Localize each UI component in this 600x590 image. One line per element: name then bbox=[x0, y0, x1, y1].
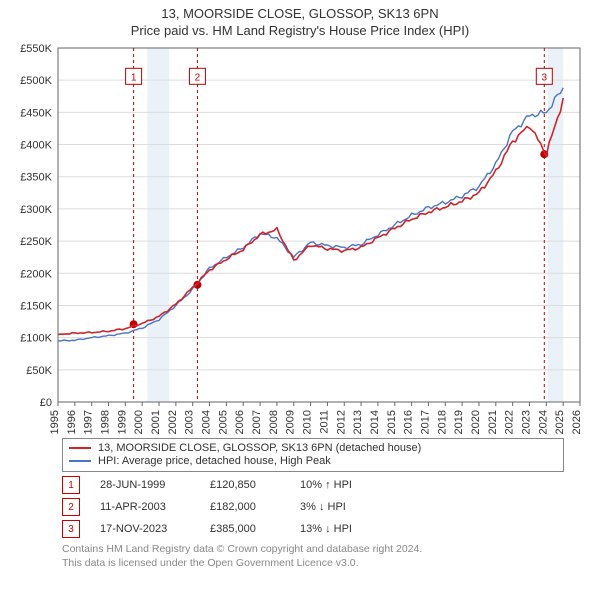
sale-diff: 13% ↓ HPI bbox=[300, 523, 420, 535]
chart-title: 13, MOORSIDE CLOSE, GLOSSOP, SK13 6PN bbox=[0, 6, 600, 21]
legend-label: HPI: Average price, detached house, High… bbox=[98, 455, 331, 467]
svg-text:1: 1 bbox=[131, 72, 137, 83]
svg-text:2021: 2021 bbox=[487, 410, 499, 434]
line-chart: £0£50K£100K£150K£200K£250K£300K£350K£400… bbox=[58, 42, 580, 432]
svg-text:£400K: £400K bbox=[20, 140, 52, 152]
legend: 13, MOORSIDE CLOSE, GLOSSOP, SK13 6PN (d… bbox=[62, 438, 564, 472]
sale-marker: 1 bbox=[62, 476, 80, 494]
footnote: Contains HM Land Registry data © Crown c… bbox=[62, 542, 564, 570]
svg-text:2: 2 bbox=[195, 72, 201, 83]
footnote-line-1: Contains HM Land Registry data © Crown c… bbox=[62, 542, 564, 556]
svg-text:2016: 2016 bbox=[403, 410, 415, 434]
footnote-line-2: This data is licensed under the Open Gov… bbox=[62, 556, 564, 570]
svg-text:2022: 2022 bbox=[504, 410, 516, 434]
svg-text:2010: 2010 bbox=[302, 410, 314, 434]
chart-page: { "titles": { "main": "13, MOORSIDE CLOS… bbox=[0, 0, 600, 590]
sale-row: 2 11-APR-2003£182,0003% ↓ HPI bbox=[62, 498, 564, 516]
svg-text:£550K: £550K bbox=[20, 43, 52, 55]
sale-marker: 2 bbox=[62, 498, 80, 516]
legend-item: HPI: Average price, detached house, High… bbox=[69, 455, 557, 467]
svg-text:2020: 2020 bbox=[470, 410, 482, 434]
chart-area: £0£50K£100K£150K£200K£250K£300K£350K£400… bbox=[58, 42, 580, 432]
sale-price: £385,000 bbox=[210, 523, 300, 535]
sale-diff: 3% ↓ HPI bbox=[300, 501, 420, 513]
sale-marker: 3 bbox=[62, 520, 80, 538]
legend-swatch bbox=[69, 460, 91, 462]
svg-text:£0: £0 bbox=[40, 397, 52, 409]
svg-text:£500K: £500K bbox=[20, 75, 52, 87]
legend-label: 13, MOORSIDE CLOSE, GLOSSOP, SK13 6PN (d… bbox=[98, 442, 421, 454]
svg-text:£200K: £200K bbox=[20, 268, 52, 280]
svg-text:2005: 2005 bbox=[217, 410, 229, 434]
legend-item: 13, MOORSIDE CLOSE, GLOSSOP, SK13 6PN (d… bbox=[69, 442, 557, 454]
sale-diff: 10% ↑ HPI bbox=[300, 479, 420, 491]
svg-text:£350K: £350K bbox=[20, 172, 52, 184]
svg-text:2014: 2014 bbox=[369, 410, 381, 434]
svg-text:2001: 2001 bbox=[150, 410, 162, 434]
svg-text:2006: 2006 bbox=[234, 410, 246, 434]
svg-text:1996: 1996 bbox=[66, 410, 78, 434]
sale-row: 3 17-NOV-2023£385,00013% ↓ HPI bbox=[62, 520, 564, 538]
chart-subtitle: Price paid vs. HM Land Registry's House … bbox=[0, 23, 600, 38]
sales-table: 1 28-JUN-1999£120,85010% ↑ HPI 2 11-APR-200… bbox=[62, 476, 564, 538]
svg-text:2018: 2018 bbox=[436, 410, 448, 434]
svg-text:2008: 2008 bbox=[268, 410, 280, 434]
svg-text:£50K: £50K bbox=[26, 365, 52, 377]
svg-text:2000: 2000 bbox=[133, 410, 145, 434]
svg-text:1995: 1995 bbox=[49, 410, 61, 434]
svg-text:£100K: £100K bbox=[20, 333, 52, 345]
svg-text:2025: 2025 bbox=[554, 410, 566, 434]
sale-row: 1 28-JUN-1999£120,85010% ↑ HPI bbox=[62, 476, 564, 494]
svg-text:2023: 2023 bbox=[520, 410, 532, 434]
svg-text:2007: 2007 bbox=[251, 410, 263, 434]
svg-text:3: 3 bbox=[542, 72, 548, 83]
svg-text:2012: 2012 bbox=[335, 410, 347, 434]
svg-text:2015: 2015 bbox=[386, 410, 398, 434]
sale-date: 11-APR-2003 bbox=[100, 501, 210, 513]
sale-date: 28-JUN-1999 bbox=[100, 479, 210, 491]
svg-text:£250K: £250K bbox=[20, 236, 52, 248]
svg-text:1999: 1999 bbox=[116, 410, 128, 434]
svg-text:1998: 1998 bbox=[100, 410, 112, 434]
svg-text:1997: 1997 bbox=[83, 410, 95, 434]
svg-text:2002: 2002 bbox=[167, 410, 179, 434]
legend-swatch bbox=[69, 447, 91, 449]
svg-text:2009: 2009 bbox=[285, 410, 297, 434]
svg-text:2017: 2017 bbox=[419, 410, 431, 434]
svg-text:£150K: £150K bbox=[20, 300, 52, 312]
svg-text:2004: 2004 bbox=[201, 410, 213, 434]
svg-text:£300K: £300K bbox=[20, 204, 52, 216]
svg-text:2003: 2003 bbox=[184, 410, 196, 434]
svg-text:2024: 2024 bbox=[537, 410, 549, 434]
svg-text:2011: 2011 bbox=[318, 410, 330, 434]
svg-text:2026: 2026 bbox=[571, 410, 583, 434]
svg-text:£450K: £450K bbox=[20, 107, 52, 119]
sale-price: £182,000 bbox=[210, 501, 300, 513]
sale-date: 17-NOV-2023 bbox=[100, 523, 210, 535]
svg-text:2013: 2013 bbox=[352, 410, 364, 434]
svg-text:2019: 2019 bbox=[453, 410, 465, 434]
sale-price: £120,850 bbox=[210, 479, 300, 491]
